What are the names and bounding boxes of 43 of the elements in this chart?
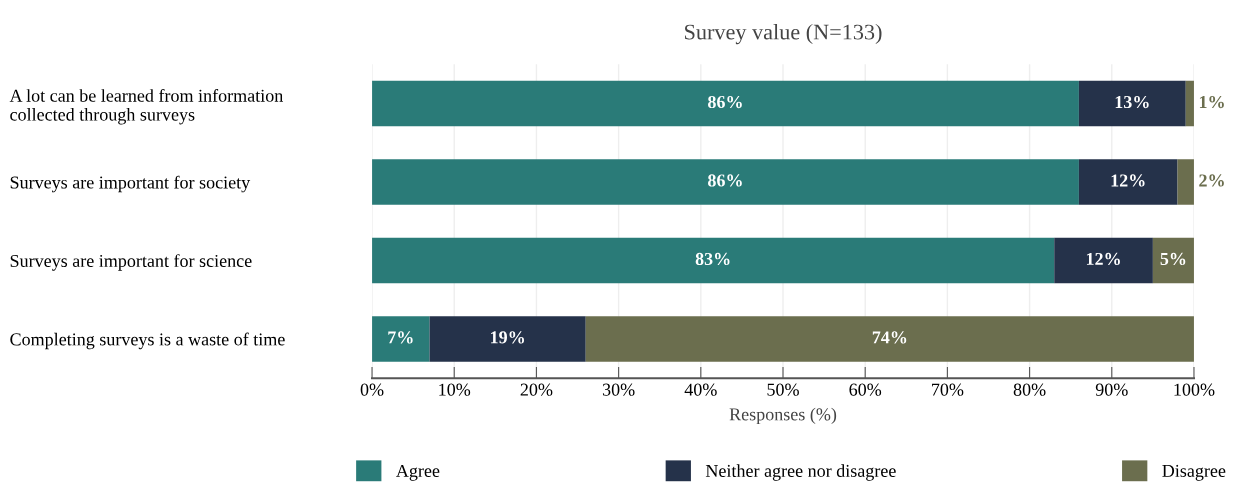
text: 19% [491, 331, 525, 344]
x-tick-label: 90% [1095, 383, 1128, 396]
text: 83% [695, 252, 730, 266]
legend-label: Neither agree nor disagree [705, 464, 896, 481]
bar [585, 316, 1194, 362]
text: 74% [872, 331, 907, 344]
x-axis-title: Responses (%) [729, 407, 837, 425]
x-tick-label: 10% [439, 383, 471, 396]
text: 13% [1115, 95, 1149, 109]
text: 2% [1199, 174, 1224, 187]
y-tick-label: Surveys are important for science [10, 254, 252, 271]
x-tick-label: 0% [360, 383, 384, 396]
text: 7% [388, 331, 413, 344]
x-tick-label: 100% [1174, 383, 1215, 396]
bar [372, 159, 1079, 205]
text: 1% [1199, 95, 1224, 109]
text: 5% [1160, 252, 1186, 266]
y-tick-label: Surveys are important for society [10, 175, 251, 193]
y-tick-label: Completing surveys is a waste of time [10, 332, 285, 350]
legend-label: Agree [396, 464, 440, 481]
text: 86% [708, 174, 742, 187]
x-tick-label: 50% [767, 383, 799, 396]
text: 86% [708, 95, 742, 109]
chart-title: Survey value (N=133) [685, 23, 882, 45]
bar [372, 237, 1055, 284]
bar [1078, 159, 1178, 205]
legend-label: Disagree [1162, 464, 1226, 481]
x-tick-label: 40% [684, 383, 717, 396]
bar [1177, 159, 1194, 205]
text: 12% [1111, 174, 1145, 187]
x-tick-label: 60% [849, 383, 882, 396]
text: 12% [1086, 252, 1120, 266]
bar [1054, 237, 1153, 284]
bar [1152, 237, 1194, 284]
bar [372, 316, 430, 362]
bar [372, 80, 1079, 127]
bar [429, 316, 586, 362]
x-tick-label: 30% [602, 383, 635, 396]
x-tick-label: 80% [1013, 383, 1046, 396]
x-tick-label: 20% [520, 383, 553, 396]
x-tick-label: 70% [932, 383, 964, 396]
y-tick-label: A lot can be learned from information collected through surveys [9, 88, 284, 125]
bar [1078, 80, 1186, 127]
